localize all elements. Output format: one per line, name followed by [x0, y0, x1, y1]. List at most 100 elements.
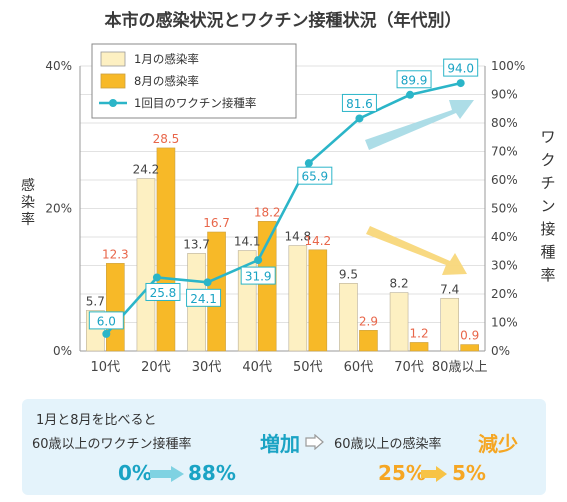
data-label-vaccine: 94.0	[447, 62, 474, 76]
y-tick-right: 60%	[491, 173, 518, 187]
data-label-vaccine: 25.8	[150, 286, 177, 300]
data-label-box	[186, 288, 222, 307]
data-label-aug: 12.3	[102, 247, 129, 261]
data-label-aug: 14.2	[304, 234, 331, 248]
y-tick-right: 10%	[491, 316, 518, 330]
trend-arrow-down-icon	[366, 226, 467, 275]
infection-rate-before: 25%	[378, 461, 426, 485]
vaccine-rate-after: 88%	[188, 461, 236, 485]
data-label-box	[396, 70, 432, 89]
vaccine-point	[355, 114, 364, 123]
y-tick-right: 80%	[491, 116, 518, 130]
data-label-vaccine: 65.9	[301, 170, 328, 184]
y-tick-left: 20%	[45, 202, 72, 216]
y-tick-right: 40%	[491, 230, 518, 244]
bar-aug	[308, 249, 328, 352]
y-tick-right: 30%	[491, 259, 518, 273]
data-label-jan: 14.1	[234, 235, 261, 249]
data-label-jan: 13.7	[183, 237, 210, 251]
vaccine-point	[254, 256, 263, 265]
data-label-box	[341, 93, 377, 112]
legend-label-vaccine: 1回目のワクチン接種率	[134, 96, 256, 110]
y-tick-right: 20%	[491, 287, 518, 301]
bar-jan	[288, 245, 308, 352]
legend: 1月の感染率 8月の感染率 1回目のワクチン接種率	[91, 43, 297, 119]
vaccine-point	[304, 159, 313, 168]
chart-title: 本市の感染状況とワクチン接種状況（年代別）	[105, 10, 462, 31]
legend-label-jan: 1月の感染率	[134, 52, 199, 66]
bar-aug	[106, 263, 125, 352]
vaccine-point	[152, 273, 161, 282]
chart: 本市の感染状況とワクチン接種状況（年代別） 5.7 12.3 24.2 28.5 13.…	[21, 10, 556, 375]
summary-line-compare: 1月と8月を比べると	[36, 413, 157, 428]
y-axis-title-right: 接	[540, 220, 555, 238]
summary-panel: 1月と8月を比べると 60歳以上のワクチン接種率 増加 60歳以上の感染率 減少…	[22, 399, 546, 495]
x-tick: 10代	[91, 360, 121, 375]
bar-aug	[156, 147, 176, 352]
summary-increase: 増加	[260, 432, 300, 456]
data-label-jan: 5.7	[86, 294, 105, 308]
y-tick-right: 0%	[491, 344, 510, 358]
vaccine-point	[102, 329, 111, 338]
data-label-box	[443, 58, 479, 77]
x-tick: 80歳以上	[432, 360, 488, 375]
data-label-vaccine: 31.9	[245, 270, 272, 284]
bar-jan	[136, 178, 156, 352]
summary-line-vaccine: 60歳以上のワクチン接種率	[32, 437, 192, 452]
bar-jan	[389, 292, 409, 352]
data-label-jan: 8.2	[390, 277, 409, 291]
data-label-jan: 14.8	[284, 230, 311, 244]
x-tick: 20代	[141, 360, 171, 375]
vaccine-point	[406, 90, 415, 99]
y-axis-title-right: ワ	[540, 128, 555, 146]
data-label-jan: 24.2	[133, 163, 160, 177]
data-label-vaccine: 6.0	[97, 314, 116, 328]
vaccine-line-path	[105, 81, 461, 335]
data-label-vaccine: 24.1	[190, 292, 217, 306]
legend-box	[91, 43, 297, 119]
vaccine-point	[203, 278, 212, 287]
x-tick: 40代	[242, 360, 272, 375]
x-tick: 30代	[192, 360, 222, 375]
y-axis-title-left: 率	[21, 211, 35, 228]
data-label-aug: 18.2	[254, 205, 281, 219]
bar-jan	[339, 283, 358, 352]
vaccine-point	[456, 79, 465, 88]
y-tick-right: 50%	[491, 202, 518, 216]
y-axis-title-right: 率	[540, 266, 555, 284]
legend-label-aug: 8月の感染率	[134, 74, 199, 88]
data-label-aug: 28.5	[153, 132, 180, 146]
x-tick: 70代	[394, 360, 424, 375]
legend-swatch-aug	[100, 73, 126, 89]
y-axis-title-right: ク	[540, 151, 555, 169]
data-label-aug: 16.7	[203, 216, 230, 230]
bar-jan	[440, 297, 459, 352]
y-tick-right: 70%	[491, 145, 518, 159]
y-axis-title-right: 種	[540, 243, 555, 261]
infection-rate-after: 5%	[452, 461, 486, 485]
x-tick: 50代	[293, 360, 323, 375]
legend-swatch-jan	[100, 51, 126, 67]
trend-arrow-up-icon	[365, 100, 474, 150]
vaccine-line	[102, 79, 465, 338]
y-axis-title-right: ン	[540, 197, 555, 215]
bar-aug	[359, 330, 378, 352]
data-label-aug: 1.2	[410, 326, 429, 340]
summary-line-infection: 60歳以上の感染率	[334, 437, 442, 452]
bar-aug	[460, 344, 479, 352]
y-axis-title-left: 染	[21, 195, 35, 211]
x-tick: 60代	[344, 360, 374, 375]
axes: 0% 20% 40% 0% 10% 20% 30% 40% 50% 60% 70% 80% 90% 100…	[21, 59, 556, 375]
data-label-box	[145, 282, 181, 301]
y-tick-left: 40%	[45, 59, 72, 73]
data-label-aug: 2.9	[359, 314, 378, 328]
data-label-jan: 7.4	[440, 282, 459, 296]
data-label-vaccine: 89.9	[401, 73, 428, 87]
summary-decrease: 減少	[478, 432, 518, 456]
y-tick-left: 0%	[53, 344, 72, 358]
y-tick-right: 100%	[491, 59, 525, 73]
bar-aug	[409, 342, 429, 352]
data-label-vaccine: 81.6	[346, 97, 373, 111]
vaccine-rate-before: 0%	[118, 461, 152, 485]
data-label-aug: 0.9	[460, 329, 479, 343]
